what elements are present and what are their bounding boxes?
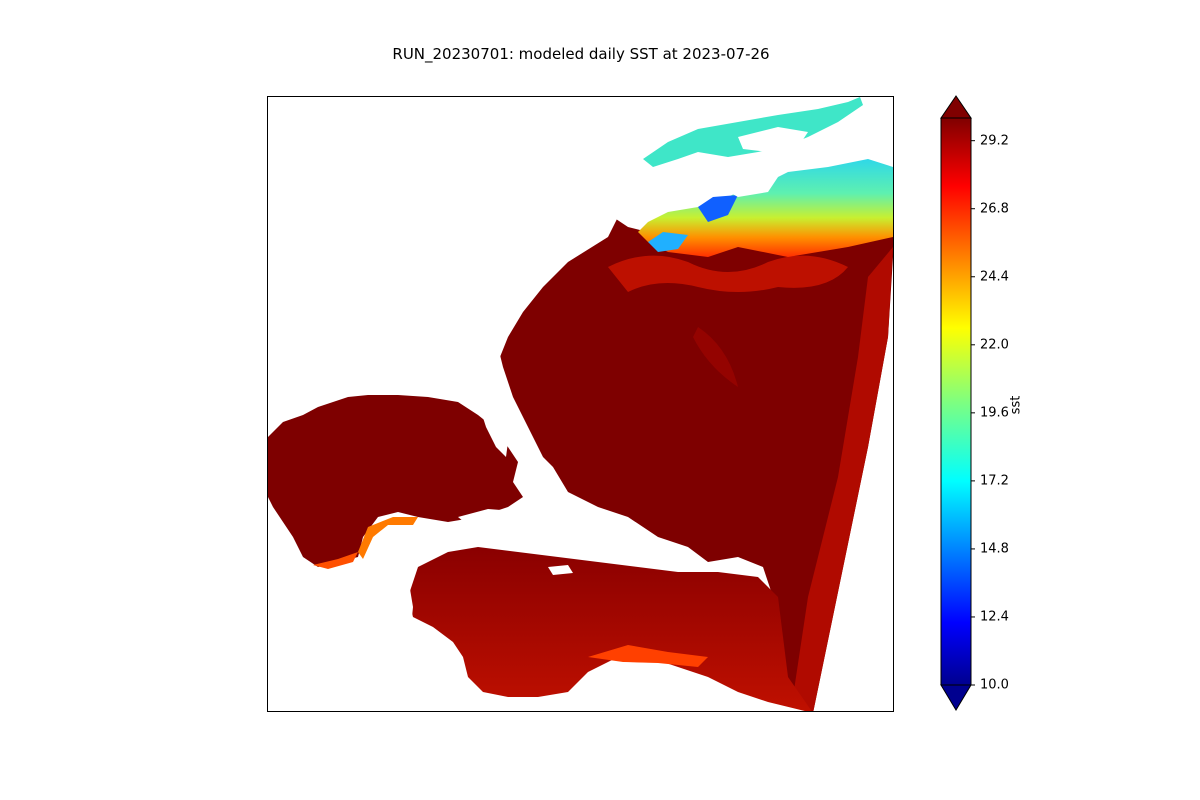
land-mask-newfoundland	[738, 127, 808, 152]
map-panel	[267, 96, 894, 712]
colorbar-tick-label: 29.2	[980, 133, 1009, 149]
colorbar-tick-label: 19.6	[980, 405, 1009, 421]
land-mask-south-america	[494, 662, 784, 711]
colorbar-tick-label: 14.8	[980, 541, 1009, 557]
colorbar-tick-label: 17.2	[980, 473, 1009, 489]
yucatan-coastal-warm	[358, 517, 418, 559]
colorbar-top-extend	[940, 95, 972, 119]
colorbar-tick-label: 24.4	[980, 269, 1009, 285]
northern-cool-waters	[638, 159, 893, 257]
page-title: RUN_20230701: modeled daily SST at 2023-…	[392, 45, 770, 63]
gulf-stream-eddies	[608, 255, 848, 292]
colorbar-tick-label: 26.8	[980, 201, 1009, 217]
gulf-of-st-lawrence	[643, 97, 863, 167]
land-mask-nova-scotia	[718, 167, 778, 197]
caribbean-sea	[408, 547, 812, 711]
land-mask-florida	[478, 397, 508, 457]
campeche-coastal-warm	[313, 552, 358, 569]
cold-coastal-patch	[698, 195, 738, 222]
gulf-of-mexico	[268, 395, 523, 567]
colorbar-tick-label: 22.0	[980, 337, 1009, 353]
colorbar-body	[940, 117, 972, 686]
atlantic-ocean-region	[493, 192, 893, 711]
sst-map	[268, 97, 893, 711]
colorbar-tick-marks	[971, 140, 975, 686]
land-mask-us-east-coast	[268, 97, 643, 427]
colorbar-tick-label: 12.4	[980, 609, 1009, 625]
colorbar-bottom-extend	[940, 684, 972, 711]
land-mask-cuba	[458, 509, 613, 552]
land-mask-hispaniola	[628, 545, 698, 565]
cold-coastal-patch	[648, 232, 688, 252]
colorbar	[940, 95, 975, 711]
colorbar-label: sst	[1008, 395, 1024, 415]
land-mask-central-america	[268, 567, 488, 711]
colorbar-tick-label: 10.0	[980, 677, 1009, 693]
venezuela-coastal-warm	[588, 645, 708, 667]
open-ocean-filament	[693, 327, 738, 387]
eastern-atlantic-band	[793, 247, 893, 711]
land-mask-jamaica	[548, 565, 573, 575]
